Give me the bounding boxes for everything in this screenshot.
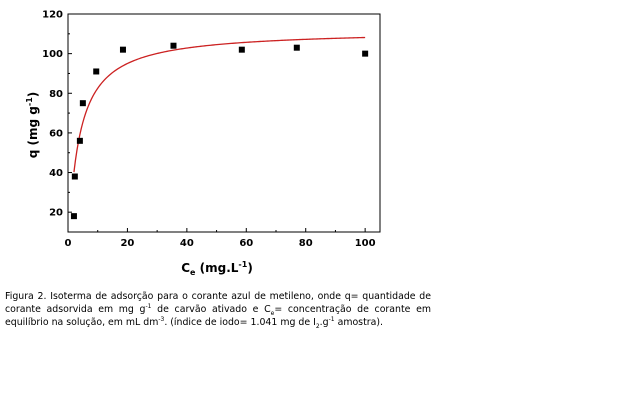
plot-frame [67,13,381,233]
y-axis-title: q (mg g-1) [25,92,40,159]
data-point [76,137,83,144]
figure-caption: Figura 2. Isoterma de adsorção para o co… [5,291,431,330]
adsorption-isotherm-chart: 20 40 60 80 100 120 0 20 40 60 80 100 q (mg g-1) Ce… [25,10,381,277]
data-point [79,100,86,107]
ticks-layer: 20 40 60 80 100 120 0 20 40 60 80 100 [42,10,375,250]
y-tick-label: 120 [42,10,63,21]
points-layer [70,42,369,220]
y-tick-label: 100 [42,49,63,60]
data-point [362,50,369,57]
plot-border [67,13,381,233]
y-tick-label: 80 [49,89,63,100]
data-point [293,44,300,51]
x-tick-label: 40 [180,238,194,249]
x-tick-label: 100 [355,238,376,249]
data-point [119,46,126,53]
x-tick-label: 20 [120,238,134,249]
x-tick-label: 60 [239,238,253,249]
data-point [71,173,78,180]
data-point [93,68,100,75]
y-tick-label: 20 [49,208,63,219]
data-point [238,46,245,53]
x-axis-title: Ce (mg.L-1) [181,260,253,277]
data-point [70,213,77,220]
data-point [170,42,177,49]
x-tick-label: 0 [65,238,72,249]
x-tick-label: 80 [299,238,313,249]
fit-layer [73,36,366,173]
fit-curve [73,36,366,173]
y-tick-label: 60 [49,128,63,139]
y-tick-label: 40 [49,168,63,179]
